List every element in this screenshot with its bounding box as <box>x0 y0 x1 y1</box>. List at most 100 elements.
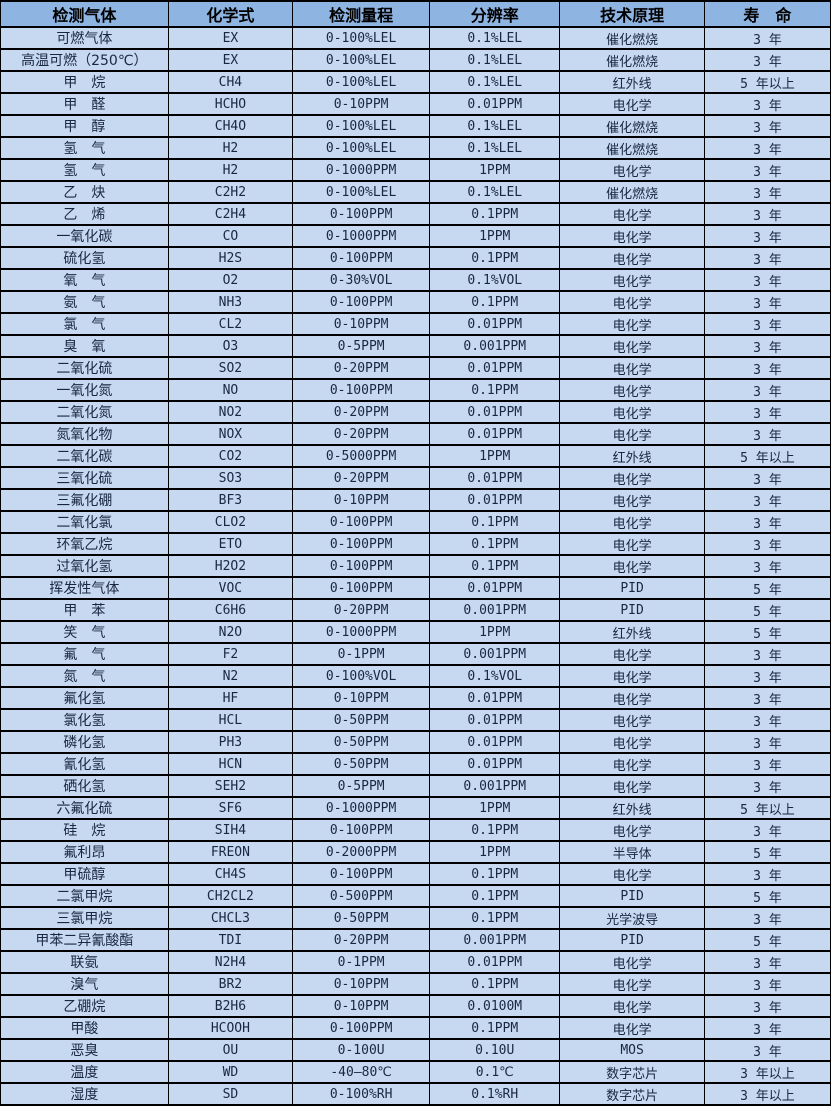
cell-principle: 数字芯片 <box>559 1082 705 1106</box>
header-row: 检测气体 化学式 检测量程 分辨率 技术原理 寿 命 <box>0 0 831 28</box>
table-row: 氰化氢 HCN 0-50PPM 0.01PPM 电化学 3 年 <box>0 752 831 776</box>
cell-gas: 甲 烷 <box>0 70 169 94</box>
cell-formula: CH4S <box>167 862 294 886</box>
table-row: 氢 气 H2 0-100%LEL 0.1%LEL 催化燃烧 3 年 <box>0 136 831 160</box>
cell-formula: PH3 <box>167 730 294 754</box>
cell-gas: 湿度 <box>0 1082 169 1106</box>
cell-resolution: 0.1%LEL <box>429 136 561 160</box>
cell-formula: NO2 <box>167 400 294 424</box>
cell-principle: 电化学 <box>559 774 705 798</box>
cell-range: 0-10PPM <box>292 92 431 116</box>
cell-resolution: 0.001PPM <box>429 928 561 952</box>
cell-range: 0-20PPM <box>292 356 431 380</box>
cell-principle: 电化学 <box>559 400 705 424</box>
cell-resolution: 0.001PPM <box>429 774 561 798</box>
cell-formula: H2O2 <box>167 554 294 578</box>
cell-resolution: 0.01PPM <box>429 312 561 336</box>
table-row: 挥发性气体 VOC 0-100PPM 0.01PPM PID 5 年 <box>0 576 831 600</box>
cell-resolution: 0.01PPM <box>429 400 561 424</box>
cell-resolution: 0.1%LEL <box>429 70 561 94</box>
cell-formula: SO2 <box>167 356 294 380</box>
table-row: 硫化氢 H2S 0-100PPM 0.1PPM 电化学 3 年 <box>0 246 831 270</box>
cell-gas: 氨 气 <box>0 290 169 314</box>
cell-principle: 电化学 <box>559 378 705 402</box>
table-row: 甲 苯 C6H6 0-20PPM 0.001PPM PID 5 年 <box>0 598 831 622</box>
cell-resolution: 0.1PPM <box>429 818 561 842</box>
cell-lifespan: 3 年 <box>703 356 831 380</box>
table-row: 氮 气 N2 0-100%VOL 0.1%VOL 电化学 3 年 <box>0 664 831 688</box>
table-row: 乙 烯 C2H4 0-100PPM 0.1PPM 电化学 3 年 <box>0 202 831 226</box>
cell-formula: CH4 <box>167 70 294 94</box>
cell-range: 0-20PPM <box>292 400 431 424</box>
cell-resolution: 1PPM <box>429 444 561 468</box>
cell-gas: 二氧化氯 <box>0 510 169 534</box>
cell-formula: NO <box>167 378 294 402</box>
cell-range: 0-100%VOL <box>292 664 431 688</box>
table-row: 过氧化氢 H2O2 0-100PPM 0.1PPM 电化学 3 年 <box>0 554 831 578</box>
table-row: 甲酸 HCOOH 0-100PPM 0.1PPM 电化学 3 年 <box>0 1016 831 1040</box>
cell-principle: 催化燃烧 <box>559 180 705 204</box>
cell-lifespan: 3 年 <box>703 246 831 270</box>
cell-resolution: 1PPM <box>429 224 561 248</box>
cell-resolution: 1PPM <box>429 158 561 182</box>
cell-gas: 三氧化硫 <box>0 466 169 490</box>
cell-resolution: 0.10U <box>429 1038 561 1062</box>
cell-principle: 电化学 <box>559 158 705 182</box>
table-row: 硒化氢 SEH2 0-5PPM 0.001PPM 电化学 3 年 <box>0 774 831 798</box>
cell-gas: 氯化氢 <box>0 708 169 732</box>
cell-resolution: 0.01PPM <box>429 752 561 776</box>
cell-formula: SD <box>167 1082 294 1106</box>
cell-resolution: 0.1PPM <box>429 246 561 270</box>
cell-lifespan: 3 年 <box>703 708 831 732</box>
cell-gas: 甲 苯 <box>0 598 169 622</box>
header-range: 检测量程 <box>292 0 431 28</box>
cell-gas: 二氯甲烷 <box>0 884 169 908</box>
cell-resolution: 0.01PPM <box>429 422 561 446</box>
table-row: 氧 气 O2 0-30%VOL 0.1%VOL 电化学 3 年 <box>0 268 831 292</box>
cell-lifespan: 3 年以上 <box>703 1060 831 1084</box>
cell-formula: H2S <box>167 246 294 270</box>
cell-resolution: 0.1%LEL <box>429 48 561 72</box>
cell-formula: CLO2 <box>167 510 294 534</box>
cell-lifespan: 3 年 <box>703 158 831 182</box>
cell-resolution: 1PPM <box>429 620 561 644</box>
cell-lifespan: 3 年 <box>703 378 831 402</box>
cell-lifespan: 3 年 <box>703 136 831 160</box>
cell-range: 0-100%LEL <box>292 114 431 138</box>
cell-gas: 环氧乙烷 <box>0 532 169 556</box>
cell-formula: F2 <box>167 642 294 666</box>
table-row: 甲苯二异氰酸酯 TDI 0-20PPM 0.001PPM PID 5 年 <box>0 928 831 952</box>
cell-lifespan: 3 年 <box>703 774 831 798</box>
cell-gas: 恶臭 <box>0 1038 169 1062</box>
cell-resolution: 0.1PPM <box>429 884 561 908</box>
cell-principle: PID <box>559 928 705 952</box>
table-row: 六氟化硫 SF6 0-1000PPM 1PPM 红外线 5 年以上 <box>0 796 831 820</box>
cell-lifespan: 3 年 <box>703 554 831 578</box>
cell-principle: 电化学 <box>559 972 705 996</box>
cell-lifespan: 3 年 <box>703 906 831 930</box>
cell-lifespan: 3 年 <box>703 664 831 688</box>
cell-principle: 电化学 <box>559 752 705 776</box>
cell-gas: 氮氧化物 <box>0 422 169 446</box>
cell-resolution: 0.1%LEL <box>429 114 561 138</box>
cell-lifespan: 3 年 <box>703 1016 831 1040</box>
cell-formula: TDI <box>167 928 294 952</box>
table-row: 硅 烷 SIH4 0-100PPM 0.1PPM 电化学 3 年 <box>0 818 831 842</box>
cell-principle: 电化学 <box>559 862 705 886</box>
cell-lifespan: 3 年 <box>703 950 831 974</box>
cell-gas: 乙 烯 <box>0 202 169 226</box>
table-row: 温度 WD -40—80℃ 0.1℃ 数字芯片 3 年以上 <box>0 1060 831 1084</box>
cell-gas: 一氧化氮 <box>0 378 169 402</box>
cell-range: 0-100PPM <box>292 1016 431 1040</box>
cell-formula: HCOOH <box>167 1016 294 1040</box>
cell-formula: CH2CL2 <box>167 884 294 908</box>
cell-range: 0-20PPM <box>292 422 431 446</box>
cell-lifespan: 5 年 <box>703 576 831 600</box>
cell-range: 0-100PPM <box>292 378 431 402</box>
cell-lifespan: 3 年 <box>703 532 831 556</box>
table-row: 笑 气 N2O 0-1000PPM 1PPM 红外线 5 年 <box>0 620 831 644</box>
cell-formula: SEH2 <box>167 774 294 798</box>
cell-gas: 硒化氢 <box>0 774 169 798</box>
cell-formula: ETO <box>167 532 294 556</box>
cell-formula: HCHO <box>167 92 294 116</box>
